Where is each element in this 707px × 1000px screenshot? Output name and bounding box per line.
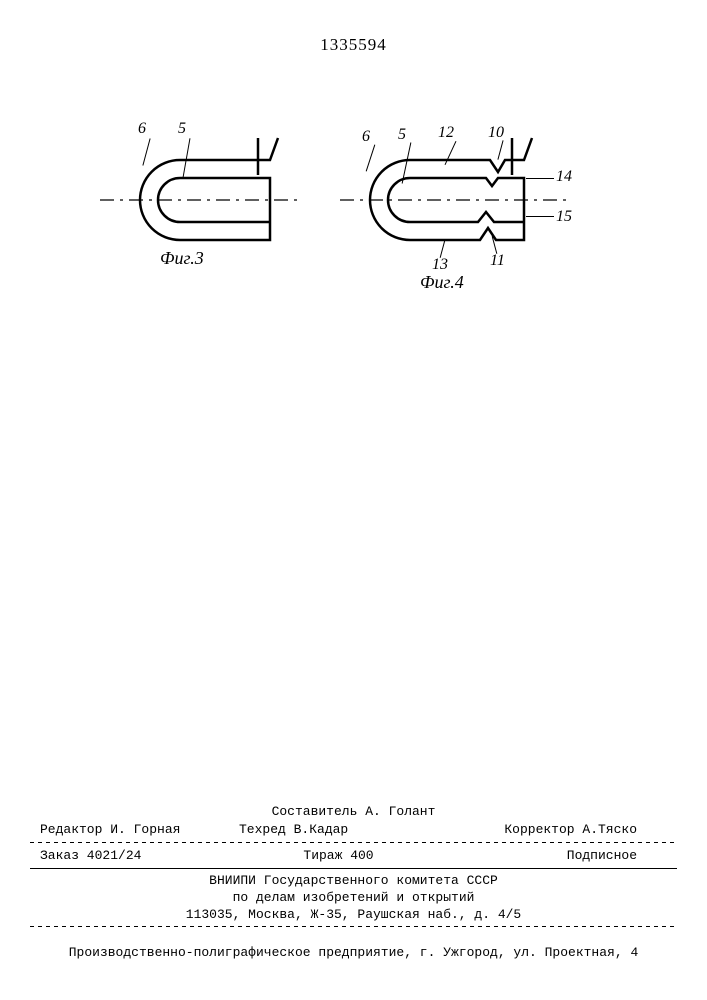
fig4-ref-11: 11 bbox=[490, 252, 505, 270]
org-line-1: ВНИИПИ Государственного комитета СССР bbox=[30, 872, 677, 889]
techred: Техред В.Кадар bbox=[239, 822, 438, 837]
fig4-leader-14 bbox=[526, 178, 554, 179]
divider-dash-2 bbox=[30, 926, 677, 927]
compiler-line: Составитель А. Голант bbox=[30, 803, 677, 820]
figure-4-drawing bbox=[340, 130, 570, 280]
corrector: Корректор А.Тяско bbox=[438, 822, 667, 837]
editor: Редактор И. Горная bbox=[40, 822, 239, 837]
org-address: 113035, Москва, Ж-35, Раушская наб., д. … bbox=[30, 906, 677, 923]
fig3-caption: Фиг.3 bbox=[160, 248, 204, 269]
fig4-leader-15 bbox=[526, 216, 554, 217]
fig4-ref-5: 5 bbox=[398, 126, 406, 144]
page-number: 1335594 bbox=[0, 35, 707, 55]
divider-solid-1 bbox=[30, 868, 677, 869]
fig4-ref-6: 6 bbox=[362, 128, 370, 146]
org-line-2: по делам изобретений и открытий bbox=[30, 889, 677, 906]
publication-footer: Составитель А. Голант Редактор И. Горная… bbox=[30, 803, 677, 930]
printer-line: Производственно-полиграфическое предприя… bbox=[30, 945, 677, 960]
tirage: Тираж 400 bbox=[239, 848, 438, 863]
divider-dash-1 bbox=[30, 842, 677, 843]
subscription: Подписное bbox=[438, 848, 667, 863]
fig3-ref-5: 5 bbox=[178, 120, 186, 138]
figures-container: 6 5 Фиг.3 6 5 12 10 14 15 11 13 Фиг.4 bbox=[0, 120, 707, 320]
fig4-ref-15: 15 bbox=[556, 208, 572, 226]
fig3-ref-6: 6 bbox=[138, 120, 146, 138]
fig4-ref-12: 12 bbox=[438, 124, 454, 142]
fig4-caption: Фиг.4 bbox=[420, 272, 464, 293]
order-number: Заказ 4021/24 bbox=[40, 848, 239, 863]
fig4-ref-14: 14 bbox=[556, 168, 572, 186]
